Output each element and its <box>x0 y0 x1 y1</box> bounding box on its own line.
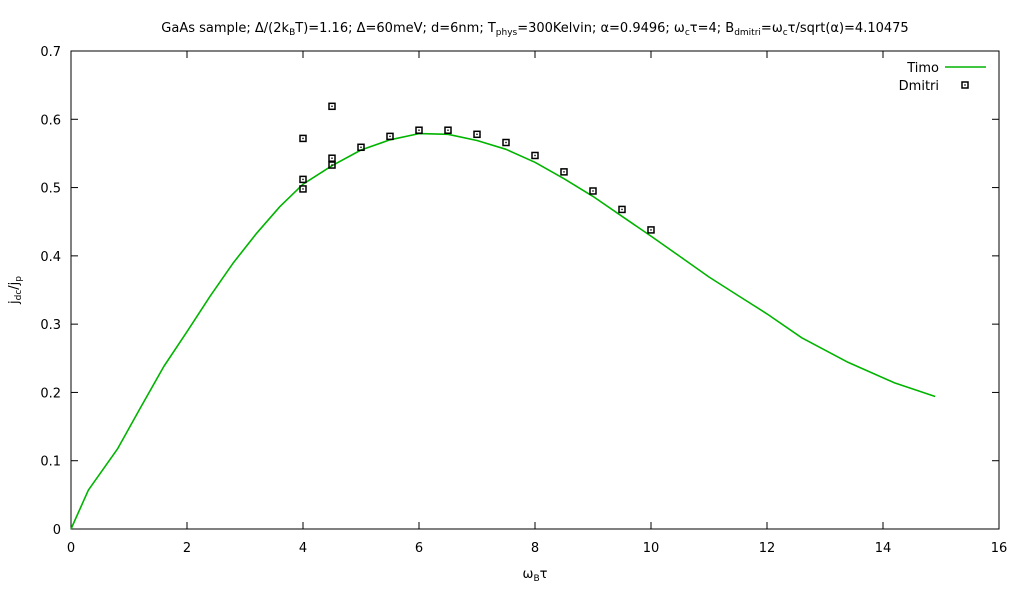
data-point <box>444 126 452 134</box>
series-line-timo <box>70 132 936 530</box>
data-point <box>589 187 597 195</box>
data-point <box>415 126 423 134</box>
data-point-dot <box>360 146 362 148</box>
x-tick-label: 6 <box>415 541 423 556</box>
data-point <box>299 185 307 193</box>
y-tick-label: 0.7 <box>40 45 61 60</box>
data-point-dot <box>592 190 594 192</box>
axis-ticks <box>70 50 1000 530</box>
y-axis-label: jdc/jp <box>7 276 24 305</box>
y-tick-labels: 0 0.1 0.2 0.3 0.4 0.5 0.6 0.7 <box>40 45 61 538</box>
data-point <box>299 134 307 143</box>
x-tick-label: 14 <box>875 541 892 556</box>
legend-swatch-point <box>961 81 969 89</box>
data-point-dot <box>447 129 449 131</box>
x-tick-label: 10 <box>643 541 660 556</box>
data-point <box>531 151 539 160</box>
data-point-dot <box>650 229 652 231</box>
x-tick-labels: 0 2 4 6 8 10 12 14 16 <box>67 541 1007 556</box>
data-point <box>502 138 510 147</box>
data-point <box>299 175 307 184</box>
data-point <box>328 102 336 111</box>
legend-label: Dmitri <box>899 79 939 94</box>
data-point-dot <box>476 133 478 136</box>
x-tick-label: 2 <box>183 541 191 556</box>
data-point-dot <box>418 129 420 131</box>
data-point <box>560 168 568 176</box>
x-tick-label: 8 <box>531 541 539 556</box>
legend: Timo Dmitri <box>899 61 986 94</box>
data-point-dot <box>302 178 304 181</box>
y-tick-label: 0.5 <box>40 182 61 197</box>
legend-label: Timo <box>906 61 939 76</box>
data-point-dot <box>331 105 333 108</box>
data-point-dot <box>505 141 507 144</box>
chart-title: GaAs sample; Δ/(2kBT)=1.16; Δ=60meV; d=6… <box>161 21 908 38</box>
y-tick-label: 0.6 <box>40 113 61 128</box>
x-tick-label: 4 <box>299 541 307 556</box>
y-tick-label: 0.4 <box>40 250 61 265</box>
data-point <box>618 205 626 214</box>
data-point-dot <box>331 157 333 159</box>
data-point-dot <box>621 208 623 211</box>
data-point-dot <box>563 171 565 173</box>
data-point-dot <box>302 188 304 190</box>
series-points-dmitri <box>299 102 655 234</box>
data-point <box>473 130 481 139</box>
data-point <box>328 161 336 169</box>
y-tick-label: 0.3 <box>40 318 61 333</box>
data-point <box>328 154 336 162</box>
data-point <box>357 143 365 152</box>
x-tick-label: 16 <box>991 541 1008 556</box>
y-tick-label: 0.1 <box>40 455 61 470</box>
data-point-dot <box>331 164 333 166</box>
data-point-dot <box>302 137 304 140</box>
data-point <box>647 226 655 234</box>
series-layer <box>70 102 936 530</box>
data-point-dot <box>534 154 536 157</box>
x-tick-label: 0 <box>67 541 75 556</box>
data-point-dot <box>389 135 391 138</box>
x-axis-label: ωBτ <box>523 567 548 584</box>
plot-frame <box>70 50 1000 530</box>
legend-swatch-point-dot <box>964 84 966 86</box>
y-tick-label: 0 <box>53 523 61 538</box>
y-tick-label: 0.2 <box>40 386 61 401</box>
x-tick-label: 12 <box>759 541 776 556</box>
data-point <box>386 132 394 141</box>
